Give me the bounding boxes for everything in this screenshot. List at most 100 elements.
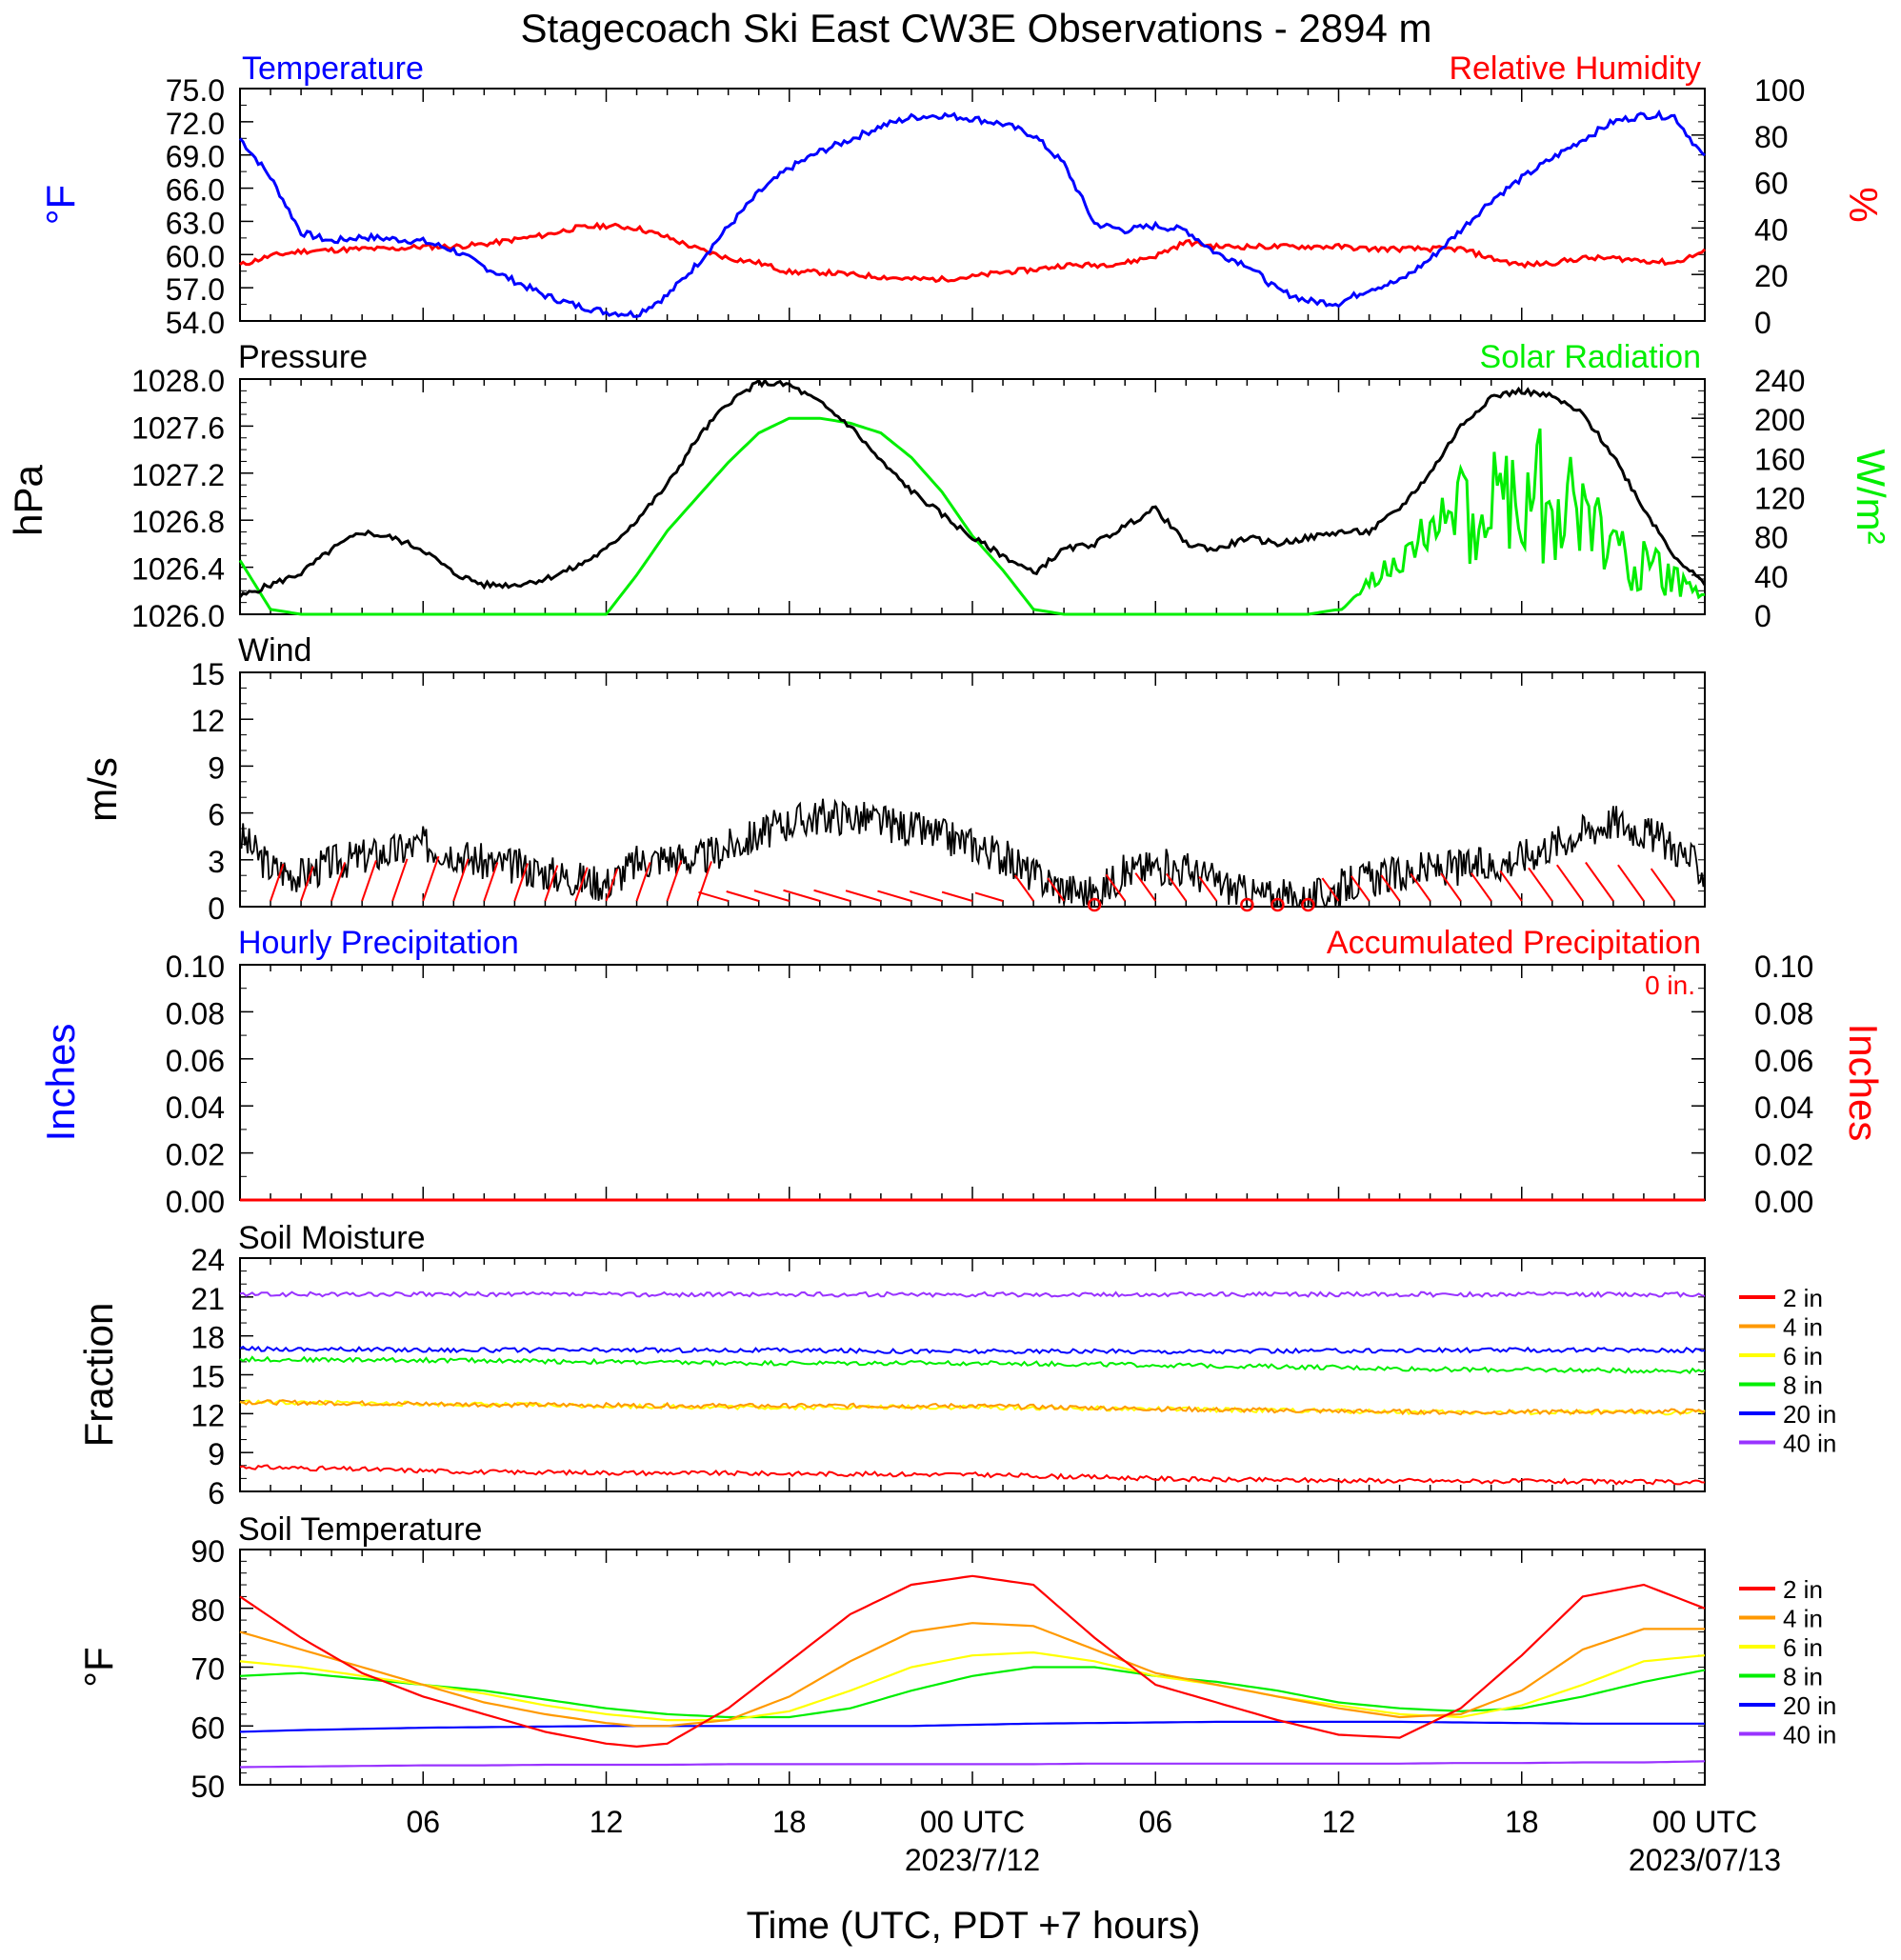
wind-barb [845,890,882,902]
y-tick-label: 15 [190,657,225,691]
soil-moisture-axis-title: Fraction [76,1303,121,1448]
y-tick-label-right: 80 [1754,120,1789,154]
wind-label: Wind [238,632,311,669]
accumulated-precipitation-label: Accumulated Precipitation [1327,925,1701,961]
y-tick-label: 3 [208,845,225,879]
y-tick-label-right: 0.00 [1754,1185,1813,1219]
soil-temperature-line [239,1666,1706,1719]
y-tick-label-right: 0.08 [1754,996,1813,1030]
wind-barb [1134,872,1157,902]
legend-label: 40 in [1783,1430,1836,1458]
soil-temperature-line [239,1574,1706,1749]
y-tick-label: 66.0 [166,173,225,208]
wind-barb [1105,873,1127,902]
y-tick-label: 12 [190,1398,225,1432]
x-tick-label: 00 UTC [920,1805,1025,1839]
y-tick-label-right: 100 [1754,73,1805,108]
temperature-axis-title: °F [38,185,83,225]
y-tick-label: 57.0 [166,272,225,307]
y-tick-label: 69.0 [166,140,225,174]
soil-moisture-line [239,1345,1706,1355]
wind-barb-calm [1240,897,1254,912]
y-tick-label: 0.04 [166,1090,225,1125]
soil-moisture-line [239,1399,1706,1416]
y-tick-label: 70 [190,1652,225,1687]
y-tick-label: 63.0 [166,206,225,240]
y-tick-label: 24 [190,1243,225,1277]
wind-barb [483,862,499,902]
wind-barb [1350,875,1371,902]
y-tick-label: 0 [208,891,225,926]
chart-title: Stagecoach Ski East CW3E Observations - … [520,6,1431,50]
y-tick-label: 9 [208,750,225,785]
legend-label: 6 in [1783,1633,1823,1662]
y-tick-label: 54.0 [166,306,225,340]
y-tick-label-right: 40 [1754,560,1789,594]
wind-barb [877,890,912,902]
legend-label: 40 in [1783,1721,1836,1750]
wind-barb [635,862,651,902]
humidity-axis-title: % [1841,187,1886,222]
pressure-line [238,377,1707,598]
y-tick-label: 1027.2 [131,458,225,492]
wind-barb-calm [1087,897,1102,912]
wind-barb [909,890,943,902]
wind-barb [941,890,973,902]
wind-barb [1013,874,1034,902]
wind-barb [544,865,559,902]
y-tick-label-right: 240 [1754,364,1805,398]
y-tick-label: 90 [190,1534,225,1569]
y-tick-label: 50 [190,1770,225,1804]
wind-barb [1321,877,1340,902]
y-tick-label: 0.00 [166,1185,225,1219]
wind-barb [1555,864,1584,902]
y-tick-label-right: 20 [1754,259,1789,293]
x-tick-label: 00 UTC [1652,1805,1757,1839]
soil-temperature-line [239,1650,1706,1722]
wind-barb [452,858,470,902]
wind-barb [270,863,285,902]
y-tick-label-right: 120 [1754,482,1805,516]
legend-label: 2 in [1783,1284,1823,1312]
x-tick-label: 18 [772,1805,807,1839]
soil-temperature-label: Soil Temperature [238,1511,482,1548]
y-tick-label: 1026.8 [131,505,225,539]
wind-barb [1617,864,1645,902]
wind-barb [783,889,821,902]
wind-barb [1047,877,1065,902]
y-tick-label-right: 200 [1754,403,1805,437]
pressure-axis-title: hPa [6,464,50,535]
wind-barb [753,890,790,902]
chart-panels: 75.072.069.066.063.060.057.054.010080604… [6,50,1893,1877]
y-tick-label: 0.06 [166,1044,225,1078]
x-tick-label: 06 [1138,1805,1172,1839]
soil-temperature-axis-title: °F [76,1647,121,1687]
y-tick-label: 0.02 [166,1138,225,1172]
soil-temperature-panel-frame [239,1549,1706,1786]
solar-radiation-line [238,416,1706,616]
precipitation-panel-frame [239,964,1706,1201]
y-tick-label-right: 0 [1754,306,1771,340]
y-tick-label: 12 [190,704,225,738]
wind-barb [666,860,683,902]
wind-barb [1166,872,1188,902]
temperature-label: Temperature [242,50,424,87]
soil-temperature-line [239,1622,1705,1728]
y-tick-label-right: 80 [1754,521,1789,555]
pressure-label: Pressure [238,339,368,375]
y-tick-label: 0.08 [166,996,225,1030]
wind-barb [422,855,440,902]
x-axis-title: Time (UTC, PDT +7 hours) [747,1905,1201,1947]
y-tick-label: 1026.0 [131,599,225,633]
x-tick-label: 12 [1322,1805,1356,1839]
wind-barb [391,858,409,902]
y-tick-label-right: 0 [1754,599,1771,633]
legend-label: 20 in [1783,1691,1836,1720]
wind-barb [1410,872,1431,902]
solar-axis-title: W/m² [1849,449,1893,544]
wind-barb-calm [1301,897,1315,912]
y-tick-label: 6 [208,798,225,832]
soil-moisture-line [239,1399,1706,1416]
